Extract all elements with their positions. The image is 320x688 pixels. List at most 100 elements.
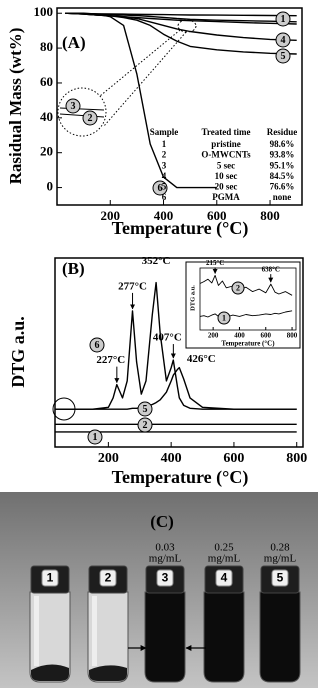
panel-label: (C) [150, 512, 174, 531]
table-cell: 6 [162, 192, 167, 202]
curve [65, 12, 217, 189]
peak-label: 638°C [262, 266, 280, 274]
curve-label: 4 [281, 35, 286, 46]
y-tick-label: 40 [40, 109, 53, 124]
curve [55, 366, 297, 410]
panel-label: (A) [62, 33, 86, 52]
curve-label-circle [275, 32, 291, 48]
curve-label: 5 [143, 404, 148, 415]
table-cell: 76.6% [270, 181, 295, 191]
x-tick-label: 800 [287, 332, 298, 340]
vial-glass [203, 591, 245, 683]
curve-label-circle [137, 417, 153, 433]
curve-label: 1 [281, 14, 286, 25]
concentration-unit: mg/mL [264, 553, 297, 565]
vial-tag [156, 569, 174, 587]
vial-sediment [89, 665, 127, 681]
vial-number: 1 [47, 571, 54, 585]
x-axis-title: Temperature (°C) [112, 218, 249, 239]
concentration-value: 0.28 [270, 542, 290, 554]
table-header: Treated time [202, 127, 251, 137]
table-cell: 5 sec [217, 160, 235, 170]
vial-highlight [92, 596, 97, 666]
x-tick-label: 200 [208, 332, 219, 340]
curve-label-circle [137, 401, 153, 417]
x-axis-title: Temperature (°C) [112, 467, 249, 488]
curve-label-circle [152, 180, 168, 196]
vial: 4 [203, 565, 245, 683]
curve [199, 310, 293, 318]
vial: 5 [259, 565, 301, 683]
y-tick-label: 100 [34, 4, 54, 19]
vial-sediment [31, 664, 69, 681]
curve-label: 1 [222, 313, 226, 322]
x-tick-label: 600 [207, 208, 227, 223]
vial-glass [144, 591, 186, 683]
highlight-circle [52, 397, 76, 421]
table-cell: 20 sec [215, 181, 238, 191]
curve-label-circle [231, 281, 245, 295]
table-cell: 10 sec [215, 171, 238, 181]
vial-number: 4 [221, 571, 228, 585]
curve-label-circle [87, 429, 103, 445]
vial-tag [41, 569, 59, 587]
vial: 3 [144, 565, 186, 683]
table-cell: O-MWCNTs [201, 150, 251, 160]
x-tick-label: 800 [260, 208, 280, 223]
table-cell: 3 [162, 160, 167, 170]
y-tick-label: 80 [40, 39, 53, 54]
vial: 2 [87, 565, 129, 683]
plot-frame [199, 267, 297, 331]
curve-label-circle [217, 311, 231, 325]
peak-label: 227°C [96, 354, 125, 366]
x-tick-label: 600 [261, 332, 272, 340]
zoom-label: 3 [65, 98, 81, 114]
x-tick-label: 400 [161, 451, 182, 466]
table-cell: 5 [162, 181, 167, 191]
table-cell: 98.6% [270, 139, 295, 149]
zoom-spot [177, 19, 197, 33]
vial-number: 5 [277, 571, 284, 585]
table-cell: none [273, 192, 292, 202]
vial-highlight [34, 596, 39, 666]
zoom-label-text: 3 [71, 101, 76, 112]
vial-tag [271, 569, 289, 587]
table-cell: 84.5% [270, 171, 295, 181]
vial-number: 3 [162, 571, 169, 585]
vial-glass [87, 591, 129, 683]
curve-label: 2 [143, 420, 148, 431]
table-cell: PGMA [212, 192, 240, 202]
curve-label: 6 [95, 340, 100, 351]
concentration-value: 0.03 [155, 542, 175, 554]
x-tick-label: 600 [223, 451, 244, 466]
y-axis-title: DTG a.u. [8, 316, 28, 388]
plot-frame [54, 257, 304, 448]
curve-label-circle [275, 48, 291, 64]
peak-label: 277°C [118, 280, 147, 292]
x-tick-label: 400 [234, 332, 245, 340]
y-tick-label: 20 [40, 144, 53, 159]
zoom-circle [57, 87, 107, 137]
vial-number: 2 [105, 571, 112, 585]
concentration-value: 0.25 [214, 542, 234, 554]
peak-label: 352°C [142, 255, 171, 267]
inset-y-title: DTG a.u. [189, 285, 196, 311]
peak-label: 215°C [206, 259, 224, 267]
vial-glass [259, 591, 301, 683]
curve-label: 5 [281, 51, 286, 62]
x-tick-label: 200 [98, 451, 119, 466]
table-header: Sample [150, 127, 179, 137]
curve-label-circle [275, 11, 291, 27]
inset-box [185, 261, 301, 349]
table-cell: 93.8% [270, 150, 295, 160]
concentration-unit: mg/mL [208, 553, 241, 565]
zoom-label-text: 2 [88, 113, 93, 124]
x-tick-label: 200 [101, 208, 121, 223]
peak-label: 426°C [187, 353, 216, 365]
zoom-line [103, 31, 187, 127]
vial-tag [99, 569, 117, 587]
panel-label: (B) [62, 259, 85, 278]
peak-label: 407°C [153, 332, 182, 344]
curve [55, 281, 297, 410]
